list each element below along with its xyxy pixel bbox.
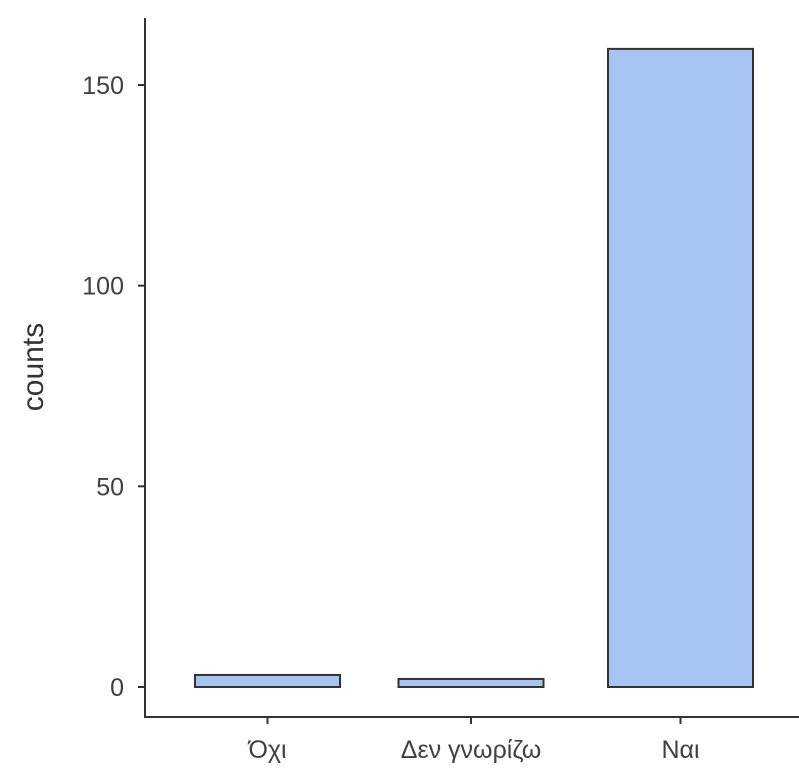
- y-tick-label: 150: [82, 72, 124, 100]
- x-tick-label: Δεν γνωρίζω: [401, 736, 541, 764]
- y-axis-title: counts: [17, 323, 50, 411]
- y-tick-label: 50: [96, 473, 124, 501]
- bars-layer: [194, 47, 754, 689]
- bar-1: [194, 673, 341, 689]
- y-ticks-layer: 0 50 100 150: [82, 72, 145, 702]
- x-tick-label: Ναι: [661, 736, 699, 764]
- bar-3: [607, 47, 754, 688]
- x-tick-label: Όχι: [247, 736, 286, 764]
- x-ticks-layer: Όχι Δεν γνωρίζω Ναι: [247, 717, 700, 764]
- y-tick-label: 0: [110, 674, 124, 702]
- y-tick-label: 100: [82, 273, 124, 301]
- bar-2: [397, 677, 545, 688]
